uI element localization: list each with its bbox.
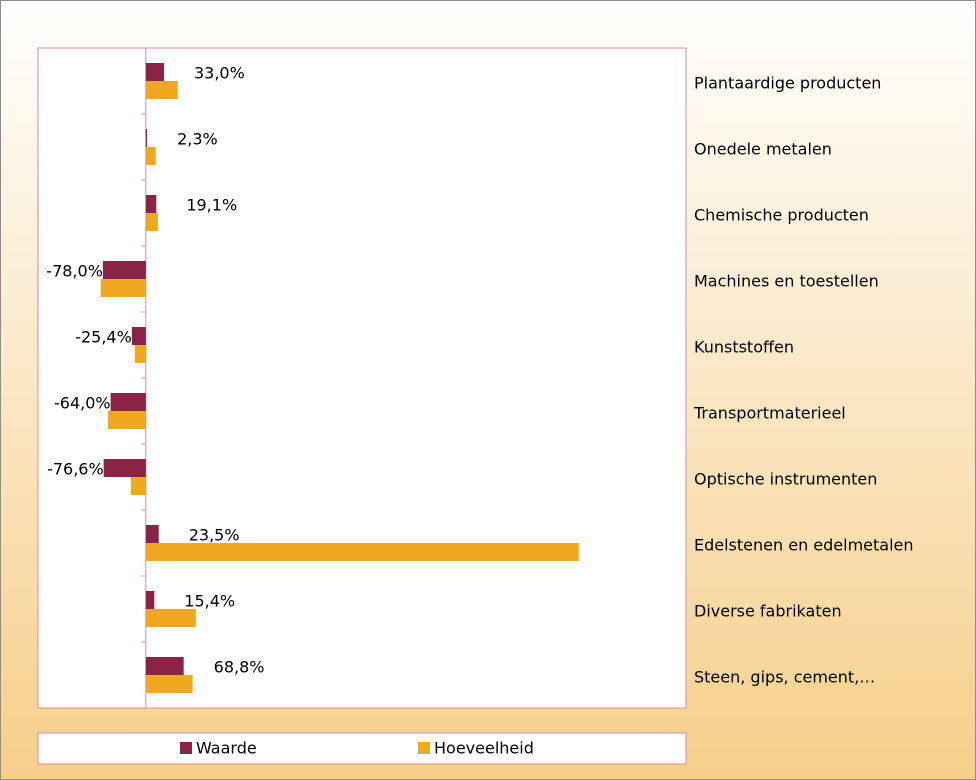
bar [100, 279, 146, 297]
bar [131, 327, 146, 345]
bar [134, 345, 146, 363]
category-label: Onedele metalen [694, 140, 832, 159]
bar [145, 525, 159, 543]
data-label: 23,5% [189, 526, 240, 545]
bar [145, 657, 184, 675]
bar [145, 543, 579, 561]
category-label: Chemische producten [694, 206, 869, 225]
data-label: 33,0% [194, 64, 245, 83]
plot-area [37, 47, 687, 709]
legend-swatch [418, 742, 430, 754]
category-label: Kunststoffen [694, 338, 794, 357]
bar [145, 147, 156, 165]
bar [145, 591, 155, 609]
data-label: -64,0% [54, 394, 111, 413]
data-label: -78,0% [46, 262, 103, 281]
bar [145, 81, 178, 99]
bar [145, 213, 158, 231]
bar [102, 261, 146, 279]
legend-box [37, 732, 687, 765]
legend-swatch [180, 742, 192, 754]
bar [145, 195, 157, 213]
category-label: Steen, gips, cement,… [694, 668, 875, 687]
category-label: Optische instrumenten [694, 470, 877, 489]
category-label: Transportmaterieel [693, 404, 846, 423]
bar [145, 609, 196, 627]
data-label: 15,4% [184, 592, 235, 611]
data-label: 68,8% [214, 658, 265, 677]
legend-label: Waarde [196, 739, 257, 758]
bar [130, 477, 146, 495]
bar [145, 675, 193, 693]
category-label: Plantaardige producten [694, 74, 881, 93]
bar [110, 393, 146, 411]
data-label: -76,6% [47, 460, 104, 479]
data-label: 2,3% [177, 130, 218, 149]
bar [103, 459, 146, 477]
bar [145, 129, 148, 147]
bar [107, 411, 146, 429]
data-label: -25,4% [75, 328, 132, 347]
data-label: 19,1% [186, 196, 237, 215]
content: Plantaardige producten 33,0% Onedele metal… [46, 47, 914, 758]
category-label: Machines en toestellen [694, 272, 879, 291]
category-label: Diverse fabrikaten [694, 602, 842, 621]
legend-label: Hoeveelheid [434, 739, 534, 758]
category-label: Edelstenen en edelmetalen [694, 536, 914, 555]
bar [145, 63, 164, 81]
